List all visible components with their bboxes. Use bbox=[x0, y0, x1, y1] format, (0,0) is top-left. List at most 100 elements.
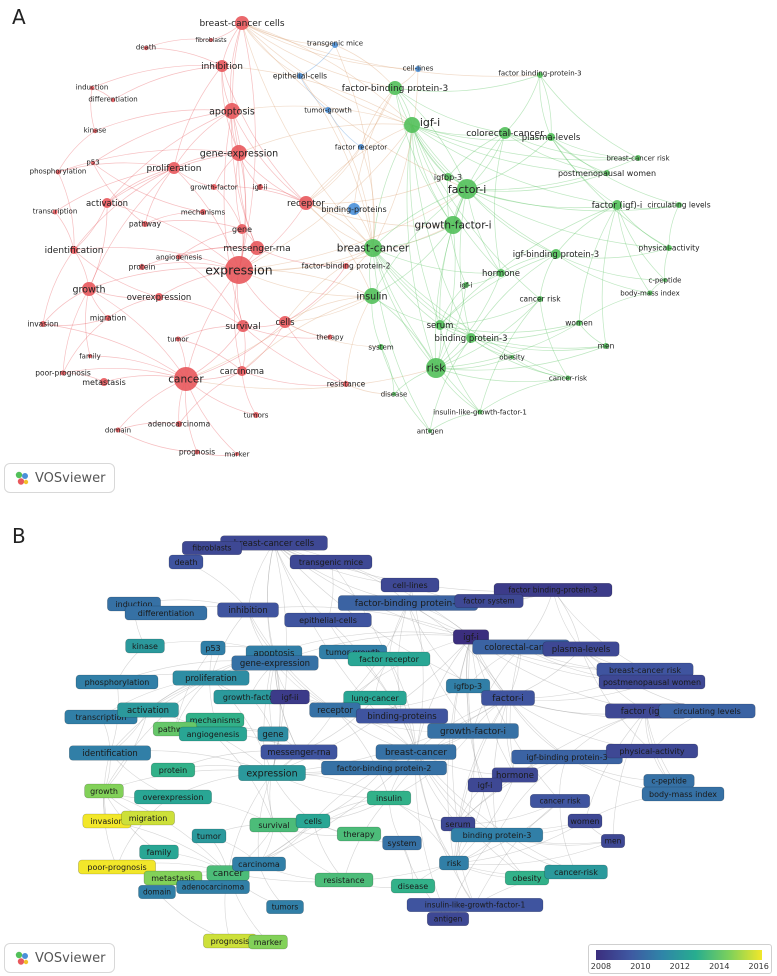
node-tumor[interactable] bbox=[175, 336, 181, 342]
label-induction[interactable]: induction bbox=[76, 83, 109, 91]
overlay-node-cancer-risk[interactable]: cancer-risk bbox=[544, 864, 608, 880]
node-cell-lines[interactable] bbox=[415, 66, 421, 72]
label-breast-cancer[interactable]: breast-cancer bbox=[337, 243, 410, 255]
label-p53[interactable]: p53 bbox=[86, 158, 99, 166]
node-resistance[interactable] bbox=[343, 381, 349, 387]
label-factor-binding-protein-2[interactable]: factor-binding protein-2 bbox=[302, 262, 391, 271]
node-invasion[interactable] bbox=[40, 321, 46, 327]
label-marker[interactable]: marker bbox=[225, 450, 250, 458]
overlay-node-disease[interactable]: disease bbox=[390, 878, 436, 894]
node-system[interactable] bbox=[378, 344, 384, 350]
label-receptor[interactable]: receptor bbox=[287, 199, 325, 209]
label-epithelial-cells[interactable]: epithelial-cells bbox=[273, 72, 327, 81]
node-factor-i[interactable] bbox=[457, 179, 477, 199]
label-domain[interactable]: domain bbox=[105, 426, 131, 434]
label-serum[interactable]: serum bbox=[427, 321, 454, 331]
label-breast-cancer-risk[interactable]: breast-cancer risk bbox=[606, 154, 670, 162]
label-protein[interactable]: protein bbox=[129, 263, 156, 272]
label-factor-receptor[interactable]: factor receptor bbox=[335, 143, 387, 151]
node-circulating-levels[interactable] bbox=[676, 202, 682, 208]
node-igf-i[interactable] bbox=[463, 282, 469, 288]
node-death[interactable] bbox=[143, 45, 149, 51]
label-apoptosis[interactable]: apoptosis bbox=[209, 106, 255, 117]
node-gene[interactable] bbox=[237, 224, 247, 234]
node-family[interactable] bbox=[88, 354, 92, 358]
node-gene-expression[interactable] bbox=[231, 145, 247, 161]
overlay-node-factor-binding-protein-3[interactable]: factor binding-protein-3 bbox=[493, 582, 613, 598]
overlay-node-system[interactable]: system bbox=[382, 835, 422, 851]
node-igf-binding-protein-3[interactable] bbox=[551, 249, 561, 259]
overlay-node-body-mass-index[interactable]: body-mass index bbox=[641, 786, 725, 802]
label-death[interactable]: death bbox=[136, 43, 156, 51]
node-epithelial-cells[interactable] bbox=[297, 73, 303, 79]
overlay-node-survival[interactable]: survival bbox=[249, 817, 299, 833]
node-men[interactable] bbox=[603, 343, 609, 349]
overlay-node-factor-system[interactable]: factor system bbox=[454, 593, 524, 609]
label-migration[interactable]: migration bbox=[90, 314, 126, 323]
node-receptor[interactable] bbox=[299, 196, 313, 210]
node-binding-protein-3[interactable] bbox=[466, 333, 476, 343]
label-angiogenesis[interactable]: angiogenesis bbox=[156, 253, 202, 261]
node-overexpression[interactable] bbox=[155, 293, 163, 301]
node-phosphorylation[interactable] bbox=[55, 169, 61, 175]
node-expression[interactable] bbox=[225, 256, 253, 284]
node-activation[interactable] bbox=[102, 198, 112, 208]
label-transcription[interactable]: transcription bbox=[33, 207, 78, 215]
label-antigen[interactable]: antigen bbox=[417, 427, 444, 435]
node-protein[interactable] bbox=[139, 264, 145, 270]
overlay-node-messenger-rna[interactable]: messenger-rna bbox=[260, 744, 338, 760]
label-factor-binding-protein-3[interactable]: factor binding-protein-3 bbox=[498, 69, 581, 77]
node-igf-ii[interactable] bbox=[257, 184, 263, 190]
node-poor-prognosis[interactable] bbox=[60, 370, 66, 376]
label-growth[interactable]: growth bbox=[72, 284, 105, 295]
overlay-node-igf-ii[interactable]: igf-ii bbox=[270, 689, 310, 705]
node-igf-i[interactable] bbox=[404, 117, 420, 133]
overlay-node-tumors[interactable]: tumors bbox=[266, 899, 304, 915]
overlay-node-postmenopausal-women[interactable]: postmenopausal women bbox=[598, 674, 706, 690]
overlay-node-gene[interactable]: gene bbox=[257, 726, 289, 742]
overlay-node-igf-i[interactable]: igf-i bbox=[467, 777, 503, 793]
node-igfbp-3[interactable] bbox=[444, 173, 452, 181]
label-women[interactable]: women bbox=[565, 319, 593, 328]
label-colorectal-cancer[interactable]: colorectal-cancer bbox=[466, 129, 544, 139]
overlay-node-c-peptide[interactable]: c-peptide bbox=[643, 773, 695, 789]
overlay-node-growth[interactable]: growth bbox=[84, 783, 124, 799]
label-family[interactable]: family bbox=[79, 352, 101, 360]
node-obesity[interactable] bbox=[510, 355, 514, 359]
overlay-node-antigen[interactable]: antigen bbox=[426, 911, 470, 927]
overlay-node-circulating-levels[interactable]: circulating levels bbox=[658, 703, 756, 719]
overlay-node-binding-proteins[interactable]: binding-proteins bbox=[355, 708, 449, 724]
node-body-mass-index[interactable] bbox=[647, 290, 653, 296]
node-factor-binding-protein-3[interactable] bbox=[388, 81, 402, 95]
label-survival[interactable]: survival bbox=[225, 322, 260, 332]
overlay-node-carcinoma[interactable]: carcinoma bbox=[232, 856, 286, 872]
label-obesity[interactable]: obesity bbox=[499, 353, 525, 361]
label-risk[interactable]: risk bbox=[427, 363, 447, 375]
overlay-node-resistance[interactable]: resistance bbox=[314, 872, 374, 888]
node-tumor-growth[interactable] bbox=[325, 107, 331, 113]
node-cancer-risk[interactable] bbox=[537, 296, 543, 302]
label-cell-lines[interactable]: cell-lines bbox=[403, 64, 434, 72]
node-cancer[interactable] bbox=[174, 367, 198, 391]
label-disease[interactable]: disease bbox=[381, 390, 408, 398]
node-domain[interactable] bbox=[115, 427, 121, 433]
overlay-node-physical-activity[interactable]: physical-activity bbox=[605, 743, 699, 759]
overlay-node-domain[interactable]: domain bbox=[138, 884, 176, 900]
overlay-node-activation[interactable]: activation bbox=[117, 702, 179, 718]
label-gene-expression[interactable]: gene-expression bbox=[200, 148, 278, 159]
node-plasma-levels[interactable] bbox=[547, 133, 555, 141]
node-messenger-rna[interactable] bbox=[250, 241, 264, 255]
label-physical-activity[interactable]: physical-activity bbox=[638, 244, 700, 253]
overlay-node-expression[interactable]: expression bbox=[238, 764, 306, 782]
label-metastasis[interactable]: metastasis bbox=[82, 378, 126, 387]
node-tumors[interactable] bbox=[253, 412, 259, 418]
node-proliferation[interactable] bbox=[168, 162, 180, 174]
label-binding-protein-3[interactable]: binding protein-3 bbox=[434, 334, 507, 344]
overlay-node-death[interactable]: death bbox=[168, 554, 204, 570]
label-growth-factor[interactable]: growth-factor bbox=[190, 183, 238, 191]
label-proliferation[interactable]: proliferation bbox=[147, 164, 202, 174]
node-marker[interactable] bbox=[235, 452, 239, 456]
overlay-node-receptor[interactable]: receptor bbox=[309, 702, 361, 718]
overlay-node-cells[interactable]: cells bbox=[295, 813, 331, 829]
label-tumor[interactable]: tumor bbox=[167, 335, 188, 343]
